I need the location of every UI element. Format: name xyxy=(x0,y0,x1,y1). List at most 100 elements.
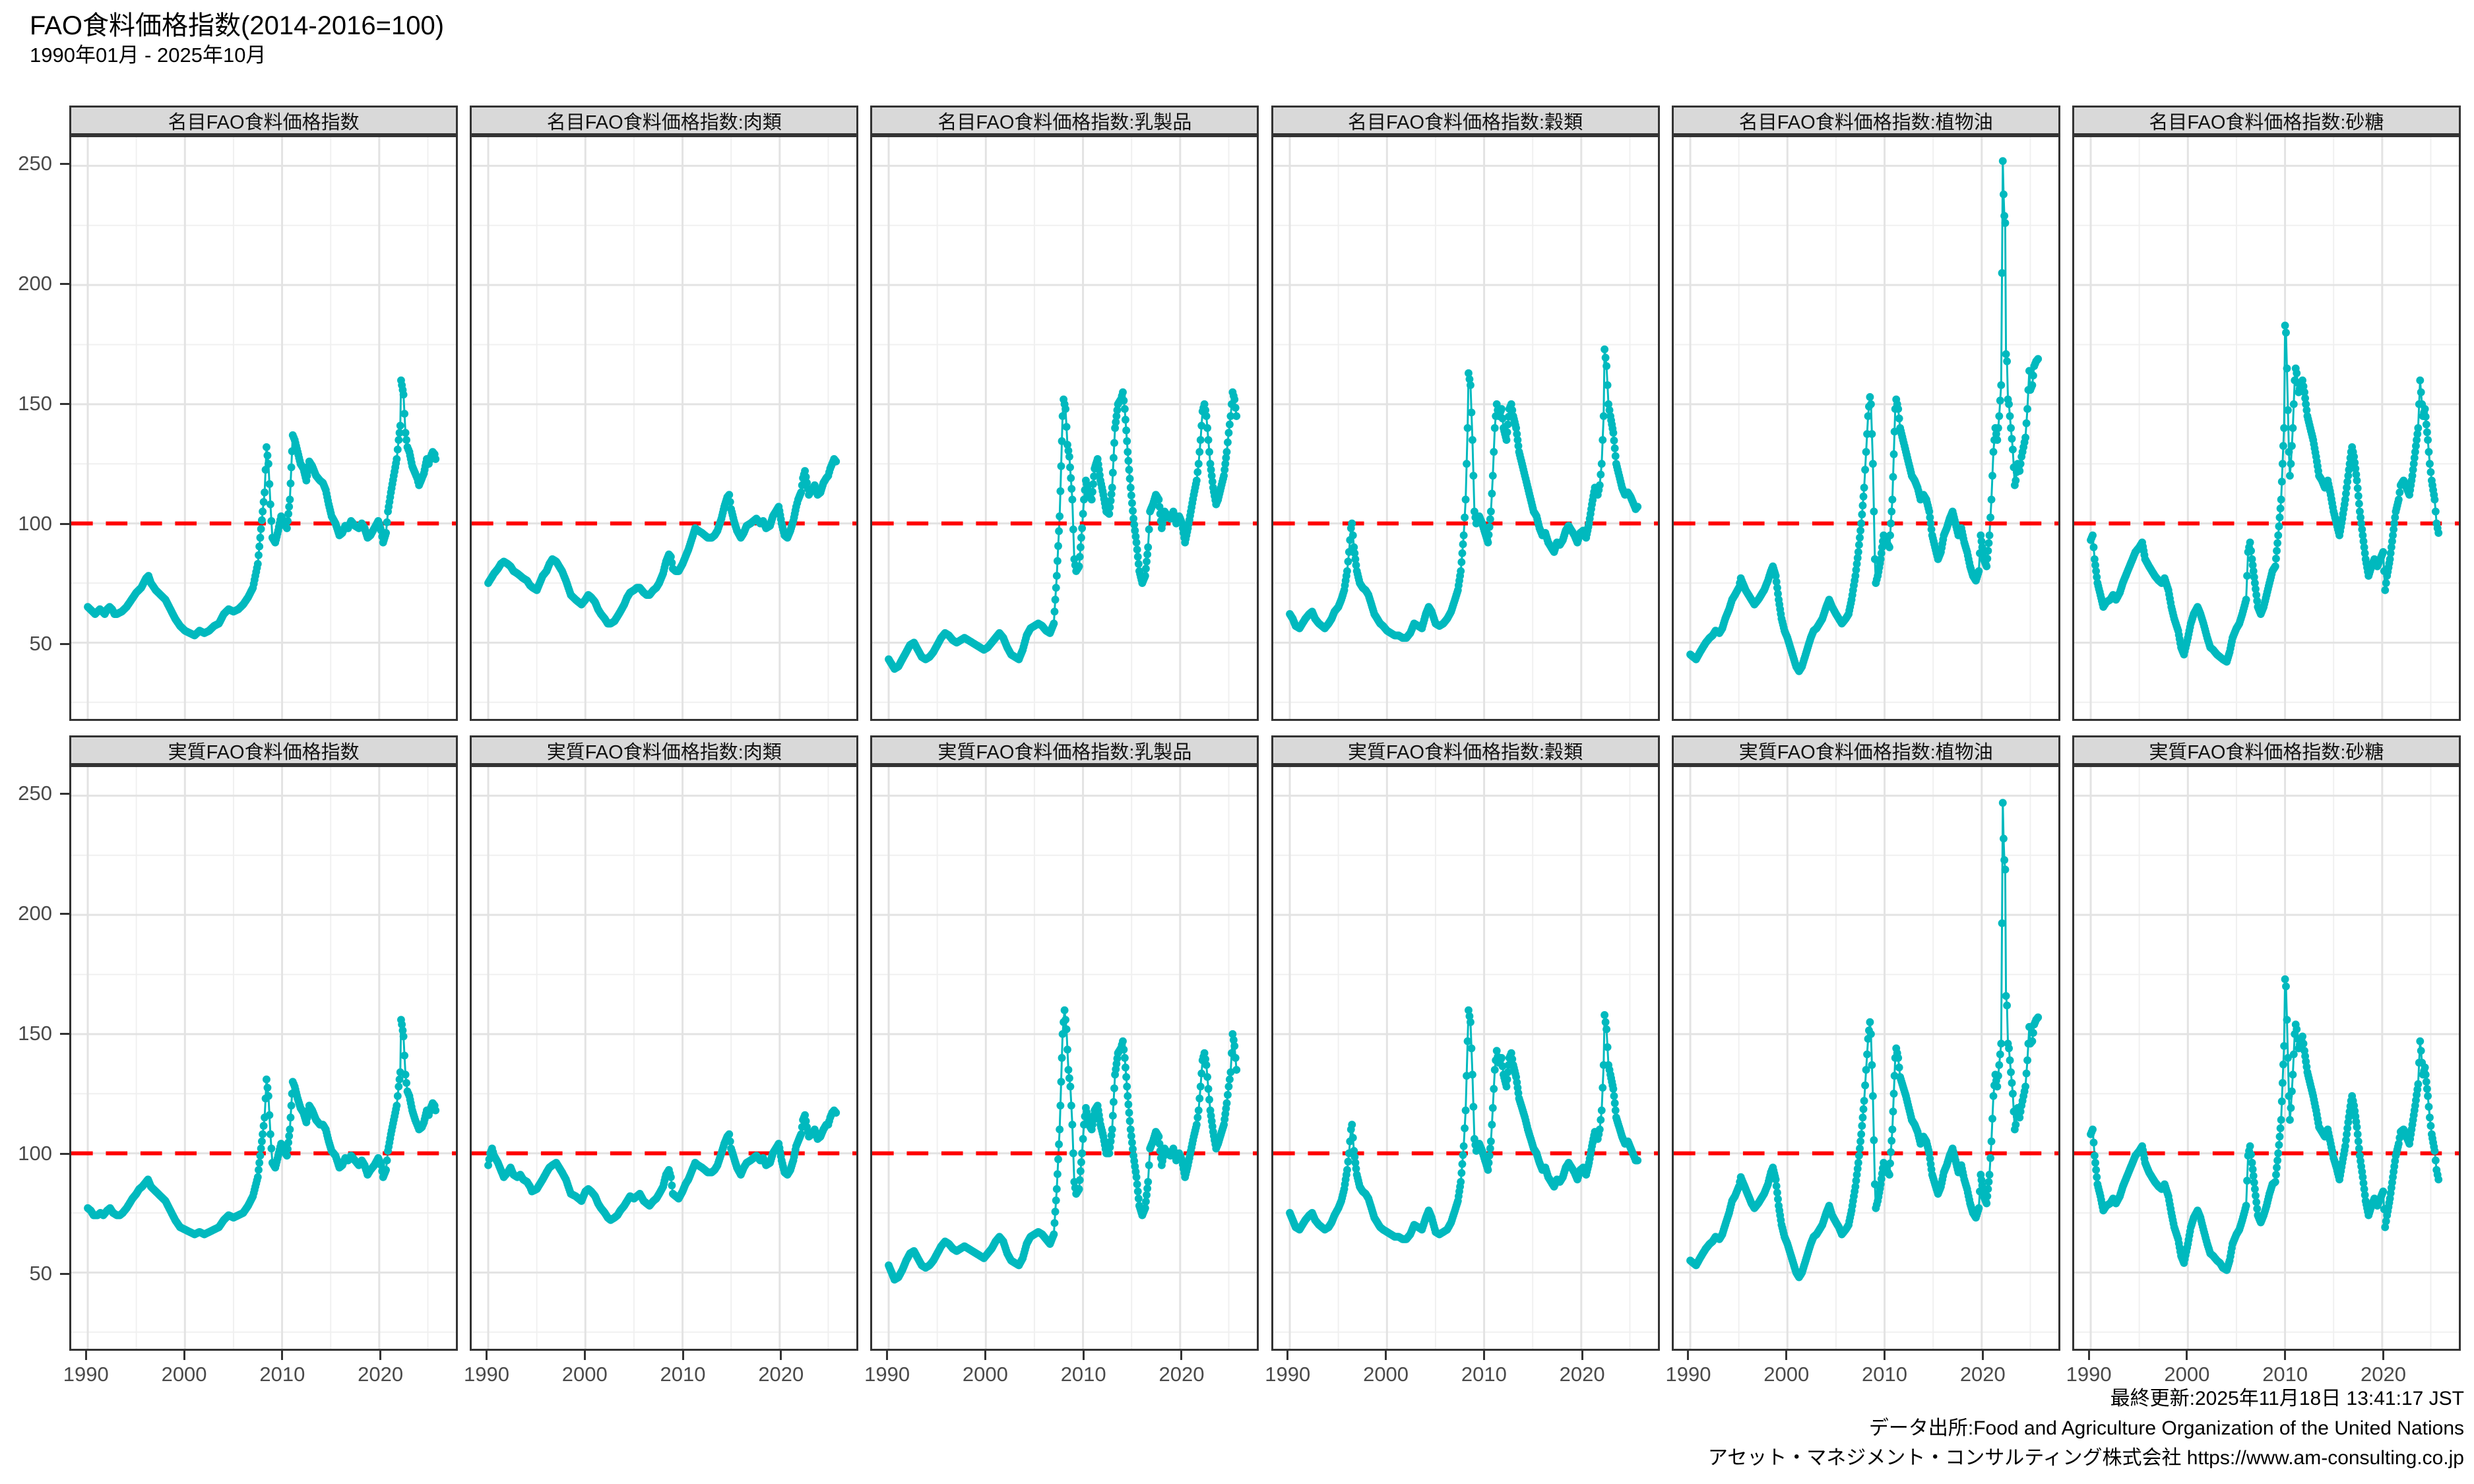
x-axis-tick xyxy=(485,1351,488,1360)
facet-panel xyxy=(2072,765,2461,1351)
facet-strip: 実質FAO食料価格指数:肉類 xyxy=(470,735,859,765)
x-axis-tick xyxy=(1482,1351,1485,1360)
y-axis-label: 150 xyxy=(18,391,52,415)
x-axis-tick xyxy=(1385,1351,1387,1360)
x-axis-label: 1990 xyxy=(864,1363,910,1386)
panel-plot xyxy=(472,767,857,1349)
x-axis-tick xyxy=(281,1351,284,1360)
x-axis-tick xyxy=(1884,1351,1886,1360)
x-axis-tick xyxy=(1082,1351,1085,1360)
x-axis-label: 2000 xyxy=(161,1363,207,1386)
facet-strip: 名目FAO食料価格指数 xyxy=(69,106,459,135)
x-axis-tick xyxy=(84,1351,87,1360)
panel-plot xyxy=(71,137,457,719)
facet-strip: 名目FAO食料価格指数:肉類 xyxy=(470,106,859,135)
x-axis-tick xyxy=(2284,1351,2287,1360)
x-axis-label: 2010 xyxy=(1862,1363,1907,1386)
x-axis-label: 2000 xyxy=(1363,1363,1409,1386)
x-axis-label: 2010 xyxy=(660,1363,706,1386)
y-axis-label: 250 xyxy=(18,781,52,805)
panel-plot xyxy=(472,137,857,719)
panel-plot xyxy=(1673,137,2058,719)
panel-plot xyxy=(71,767,457,1349)
x-axis-label: 1990 xyxy=(63,1363,109,1386)
panel-plot xyxy=(872,137,1257,719)
facet-panel xyxy=(870,765,1259,1351)
x-axis-tick xyxy=(379,1351,382,1360)
x-axis-label: 2010 xyxy=(2262,1363,2308,1386)
facet-panel xyxy=(69,135,459,721)
panel-plot xyxy=(2074,767,2459,1349)
x-axis-label: 2010 xyxy=(1461,1363,1507,1386)
company-url-text: アセット・マネジメント・コンサルティング株式会社 https://www.am-… xyxy=(1707,1447,2464,1469)
x-axis-label: 2000 xyxy=(962,1363,1008,1386)
y-axis-label: 250 xyxy=(18,151,52,175)
facet-panel xyxy=(69,765,459,1351)
y-axis-tick xyxy=(60,793,69,795)
x-axis-label: 1990 xyxy=(2066,1363,2112,1386)
y-axis-label: 100 xyxy=(18,1141,52,1165)
facet-panel xyxy=(470,135,859,721)
y-axis-label: 200 xyxy=(18,901,52,925)
panel-plot xyxy=(1273,137,1658,719)
facet-strip: 実質FAO食料価格指数:砂糖 xyxy=(2072,735,2461,765)
facet-strip: 名目FAO食料価格指数:植物油 xyxy=(1671,106,2060,135)
x-axis-tick xyxy=(2382,1351,2384,1360)
y-axis-tick xyxy=(60,283,69,286)
y-axis-label: 50 xyxy=(29,631,52,655)
y-axis-tick xyxy=(60,1273,69,1276)
panel-plot xyxy=(1673,767,2058,1349)
x-axis-tick xyxy=(183,1351,185,1360)
facet-panel xyxy=(870,135,1259,721)
last-updated-text: 最終更新:2025年11月18日 13:41:17 JST xyxy=(2110,1388,2464,1409)
x-axis-label: 2020 xyxy=(758,1363,804,1386)
x-axis-label: 2000 xyxy=(561,1363,608,1386)
facet-panel xyxy=(470,765,859,1351)
x-axis-tick xyxy=(1785,1351,1788,1360)
x-axis-label: 1990 xyxy=(463,1363,509,1386)
facet-strip: 実質FAO食料価格指数:穀類 xyxy=(1271,735,1660,765)
panel-plot xyxy=(1273,767,1658,1349)
data-source-text: データ出所:Food and Agriculture Organization … xyxy=(1868,1417,2464,1439)
x-axis-label: 2010 xyxy=(1060,1363,1106,1386)
x-axis-tick xyxy=(1180,1351,1183,1360)
x-axis-label: 2020 xyxy=(358,1363,404,1386)
page-subtitle: 1990年01月 - 2025年10月 xyxy=(30,44,267,67)
x-axis-label: 1990 xyxy=(1265,1363,1311,1386)
x-axis-tick xyxy=(682,1351,684,1360)
x-axis-label: 2010 xyxy=(259,1363,305,1386)
x-axis-tick xyxy=(1981,1351,1984,1360)
y-axis-tick xyxy=(60,643,69,646)
x-axis-tick xyxy=(2186,1351,2188,1360)
x-axis-tick xyxy=(1687,1351,1690,1360)
x-axis-tick xyxy=(984,1351,986,1360)
x-axis-label: 1990 xyxy=(1665,1363,1711,1386)
x-axis-tick xyxy=(1581,1351,1583,1360)
facet-panel xyxy=(1671,135,2060,721)
facet-strip: 名目FAO食料価格指数:砂糖 xyxy=(2072,106,2461,135)
y-axis-tick xyxy=(60,913,69,915)
y-axis-label: 150 xyxy=(18,1021,52,1045)
x-axis-tick xyxy=(2087,1351,2090,1360)
x-axis-label: 2000 xyxy=(2164,1363,2210,1386)
x-axis-tick xyxy=(583,1351,586,1360)
x-axis-label: 2020 xyxy=(2360,1363,2406,1386)
facet-panel xyxy=(1671,765,2060,1351)
facet-strip: 名目FAO食料価格指数:乳製品 xyxy=(870,106,1259,135)
facet-strip: 実質FAO食料価格指数 xyxy=(69,735,459,765)
x-axis-label: 2000 xyxy=(1763,1363,1810,1386)
x-axis-tick xyxy=(886,1351,889,1360)
x-axis-label: 2020 xyxy=(1959,1363,2006,1386)
x-axis-label: 2020 xyxy=(1559,1363,1605,1386)
panel-plot xyxy=(2074,137,2459,719)
x-axis-tick xyxy=(1286,1351,1289,1360)
y-axis-label: 100 xyxy=(18,511,52,535)
facet-panel xyxy=(2072,135,2461,721)
y-axis-tick xyxy=(60,163,69,166)
facet-strip: 名目FAO食料価格指数:穀類 xyxy=(1271,106,1660,135)
x-axis-label: 2020 xyxy=(1158,1363,1205,1386)
facet-panel xyxy=(1271,135,1660,721)
y-axis-tick xyxy=(60,403,69,406)
facet-panel xyxy=(1271,765,1660,1351)
